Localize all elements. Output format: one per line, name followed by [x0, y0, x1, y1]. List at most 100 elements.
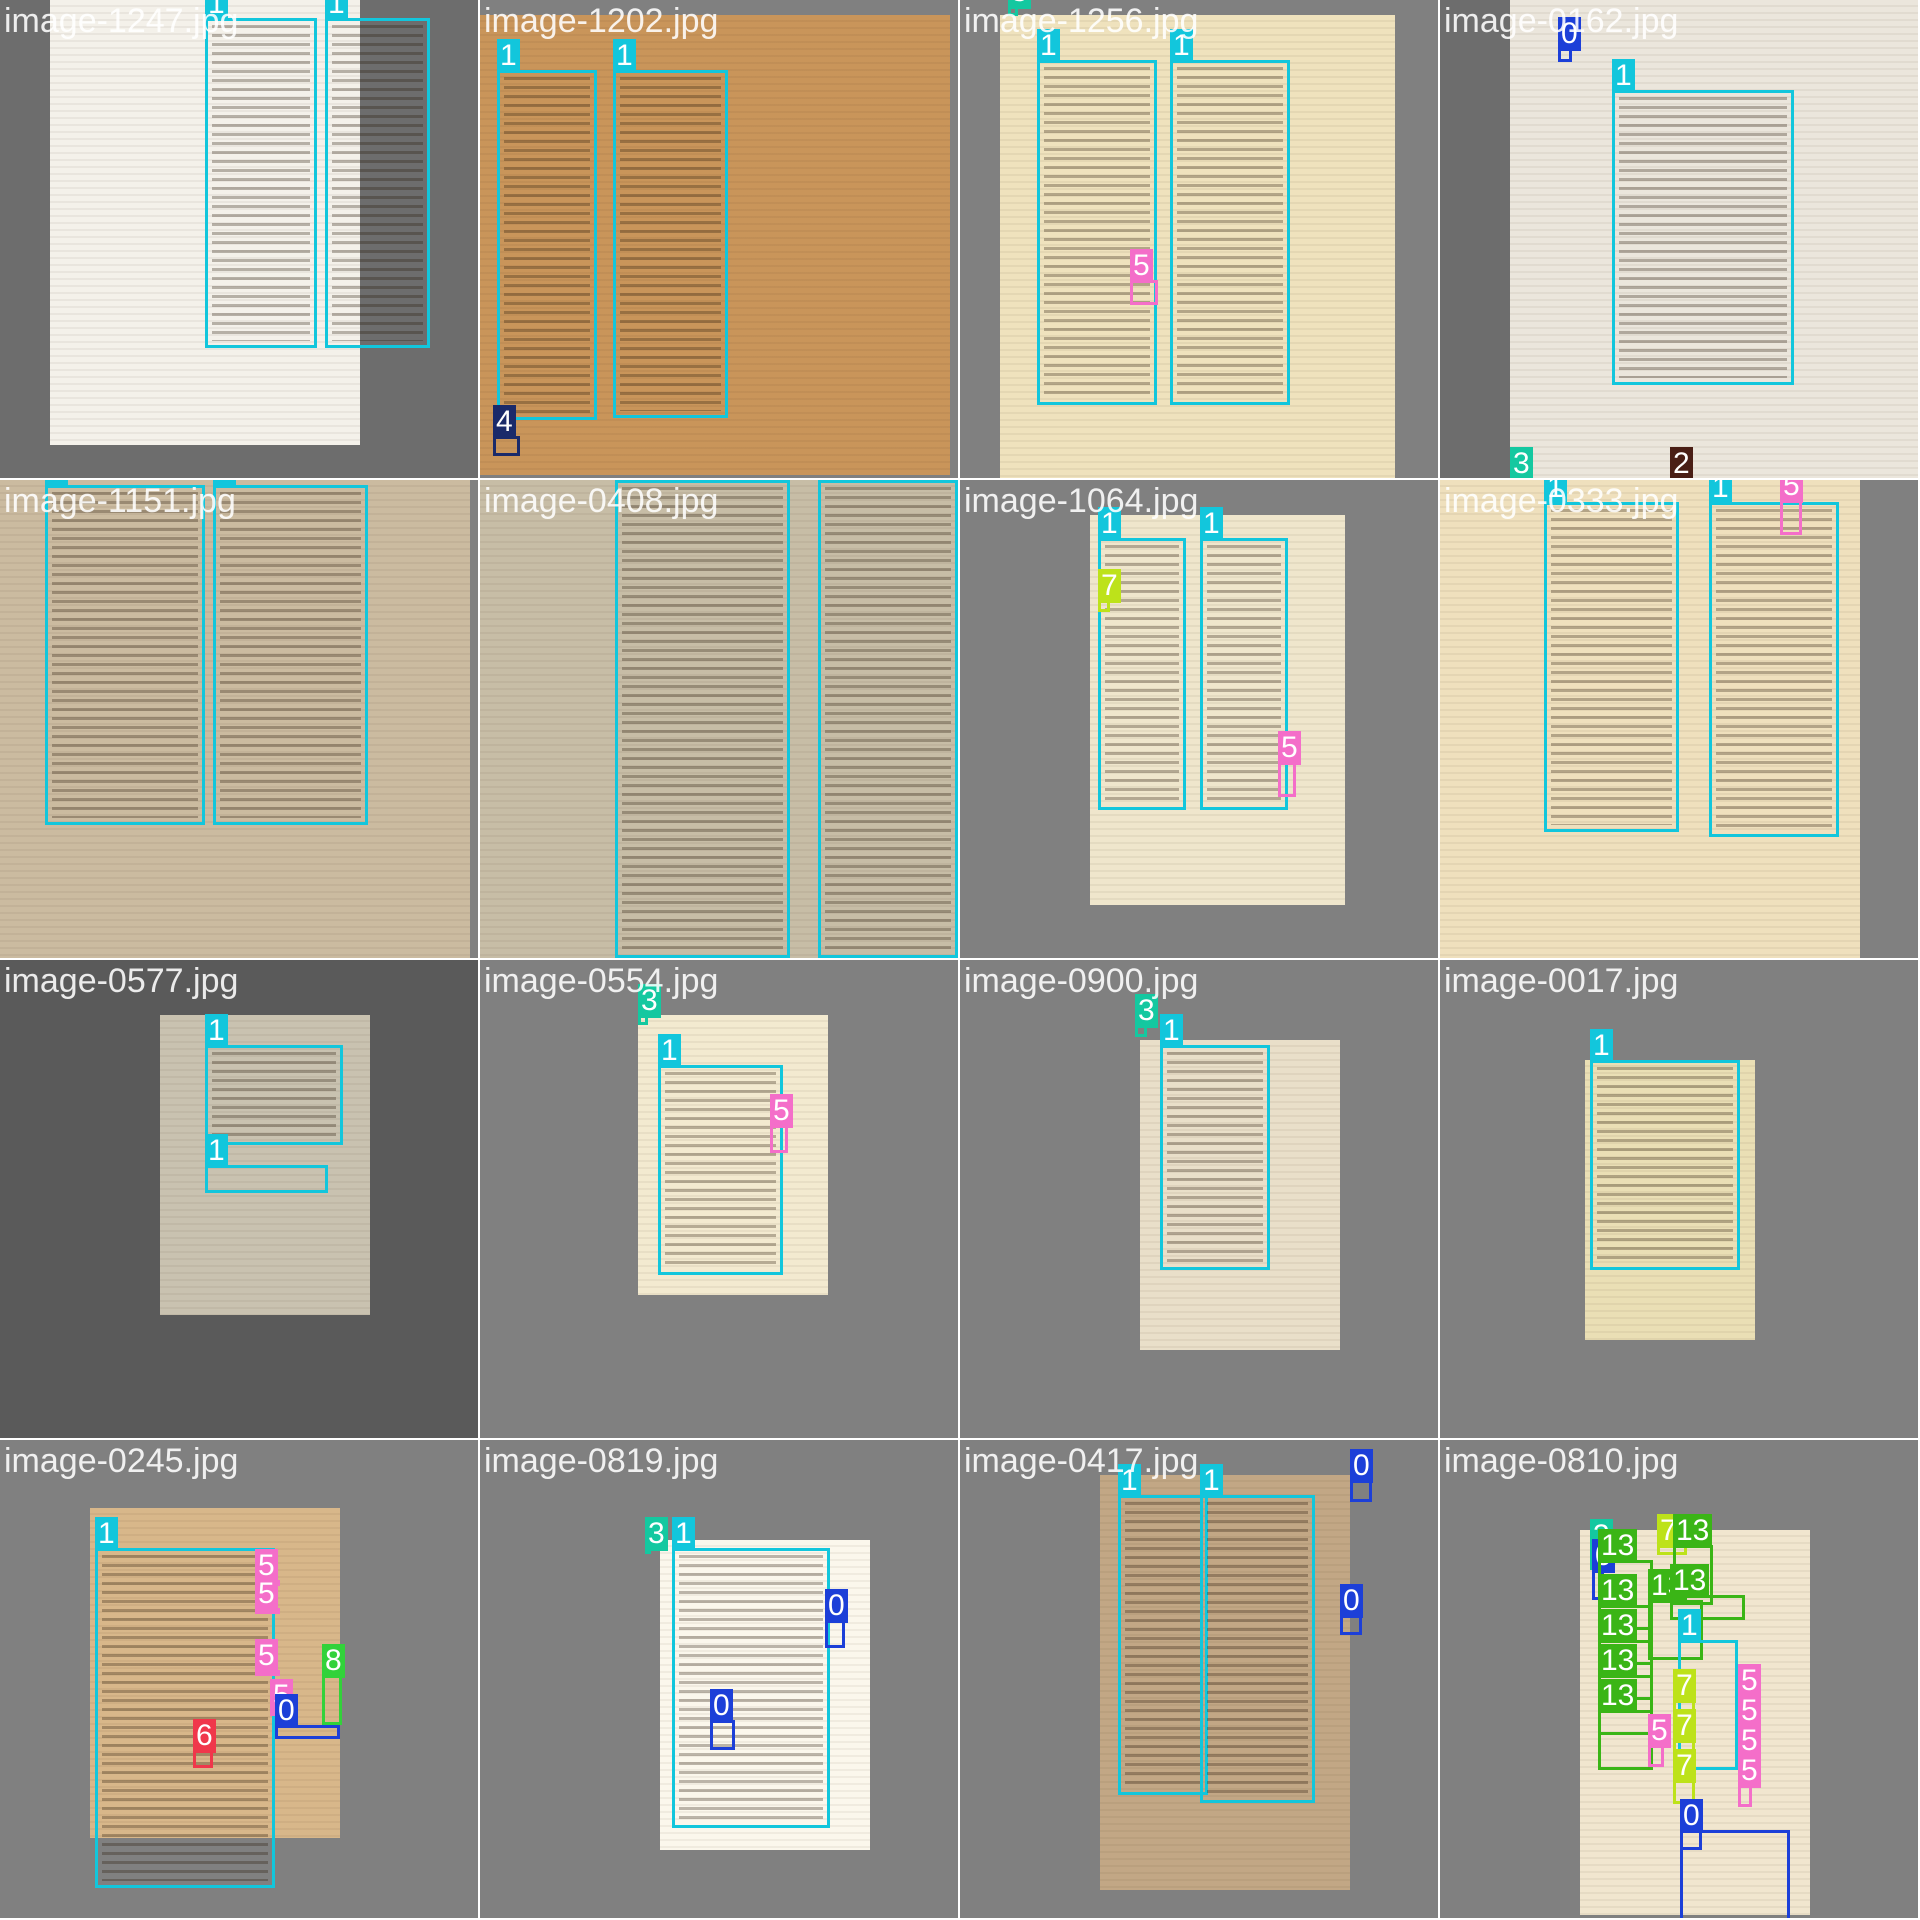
- detection-class-label: 6: [193, 1719, 216, 1753]
- detection-class-label: 5: [1738, 1694, 1761, 1728]
- mosaic-tile: 3 1 0 0 image-0819.jpg: [480, 1440, 958, 1918]
- image-filename-caption: image-0162.jpg: [1444, 2, 1679, 40]
- mosaic-tile: 15555806image-0245.jpg: [0, 1440, 478, 1918]
- detection-box-class-1: 1: [205, 0, 317, 348]
- detection-class-label: 1: [325, 0, 348, 21]
- manuscript-page-image: [1140, 1040, 1340, 1350]
- detection-class-label: 1: [1709, 480, 1732, 505]
- detection-class-label: 7: [1673, 1749, 1696, 1783]
- detection-box-class-5: 5: [1648, 1714, 1671, 1767]
- detection-box-class-1: 1: [325, 0, 430, 348]
- detection-box-class-5: 5: [770, 1094, 793, 1153]
- detection-box-class-5: 5: [255, 1639, 280, 1676]
- detection-box-class-1: 1: [95, 1517, 275, 1888]
- manuscript-page-image: [90, 1508, 340, 1838]
- text-lines: [1125, 1502, 1201, 1788]
- detection-box-class-5: 5: [1738, 1754, 1761, 1807]
- text-lines: [1167, 1052, 1263, 1263]
- detection-class-label: 1: [1098, 507, 1121, 541]
- detection-box-class-1: 1: [497, 39, 597, 420]
- text-lines: [1551, 509, 1672, 825]
- image-filename-caption: image-1202.jpg: [484, 2, 719, 40]
- text-lines: [212, 1052, 336, 1138]
- detection-class-label: 13: [1598, 1679, 1638, 1713]
- detection-class-label: 4: [493, 405, 516, 439]
- detection-class-label: 1: [615, 480, 638, 483]
- text-lines: [622, 487, 783, 951]
- detection-class-label: 5: [1130, 249, 1153, 283]
- text-lines: [1177, 67, 1283, 398]
- text-lines: [825, 487, 951, 951]
- detection-box-class-1: 1: [672, 1517, 830, 1828]
- detection-box-class-0: 0: [1350, 1449, 1373, 1502]
- mosaic-tile: 1 1 image-0577.jpg: [0, 960, 478, 1438]
- detection-class-label: 1: [1612, 59, 1635, 93]
- detection-class-label: 0: [275, 1694, 298, 1728]
- image-filename-caption: image-0819.jpg: [484, 1442, 719, 1480]
- detection-class-label: 5: [770, 1094, 793, 1128]
- detection-box-class-5: 5: [1780, 480, 1803, 535]
- detection-class-label: 1: [1590, 1029, 1613, 1063]
- text-lines: [504, 77, 590, 413]
- detection-box-class-1: 1: [1118, 1464, 1208, 1795]
- detection-box-class-5: 5: [1278, 731, 1301, 797]
- detection-class-label: 1: [672, 1517, 695, 1551]
- detection-box-class-1: 1: [1170, 29, 1290, 405]
- detection-class-label: 7: [1098, 569, 1121, 603]
- manuscript-page-image: [1000, 15, 1395, 478]
- detection-box-class-1: 1: [213, 480, 368, 825]
- image-filename-caption: image-0900.jpg: [964, 962, 1199, 1000]
- detection-class-label: 1: [497, 39, 520, 73]
- detection-class-label: 3: [645, 1517, 668, 1551]
- detection-class-label: 1: [45, 480, 68, 488]
- mosaic-tile: 1 1 7 5 image-1064.jpg: [960, 480, 1438, 958]
- detection-class-label: 3: [1008, 0, 1031, 9]
- text-lines: [332, 25, 423, 341]
- text-lines: [620, 77, 721, 411]
- detection-box-class-1: 1: [1200, 1464, 1315, 1803]
- detection-class-label: 5: [1738, 1664, 1761, 1698]
- detection-box-class-5: 5: [255, 1577, 280, 1614]
- image-filename-caption: image-1256.jpg: [964, 2, 1199, 40]
- detection-box-class-1: 1: [1200, 507, 1288, 810]
- image-filename-caption: image-1247.jpg: [4, 2, 239, 40]
- detection-box-class-0: 0: [275, 1694, 340, 1739]
- detection-box-class-1: 1: [615, 480, 790, 958]
- manuscript-page-image: [480, 480, 958, 958]
- manuscript-page-image: [1100, 1475, 1350, 1890]
- detection-class-label: 0: [1340, 1584, 1363, 1618]
- detection-box-class-8: 8: [322, 1644, 345, 1725]
- detection-box-class-1: 1: [1037, 29, 1157, 405]
- detection-class-label: 0: [1350, 1449, 1373, 1483]
- detection-box-class-13: 13: [1598, 1644, 1653, 1735]
- mosaic-tile: 1 1 4 image-1202.jpg: [480, 0, 958, 478]
- text-lines: [1716, 509, 1832, 830]
- mosaic-tile: 301313131313137131315555577700image-0810…: [1440, 1440, 1918, 1918]
- detection-class-label: 8: [322, 1644, 345, 1678]
- detection-box-class-0: 0: [1558, 17, 1581, 62]
- detection-box-class-0: 0: [1340, 1584, 1363, 1635]
- detection-class-label: 1: [1544, 480, 1567, 505]
- detection-class-label: 1: [1200, 507, 1223, 541]
- detection-box-class-1: 1: [658, 1034, 783, 1275]
- image-filename-caption: image-1151.jpg: [4, 482, 236, 520]
- detection-box-class-1: 1: [1590, 1029, 1740, 1270]
- detection-class-label: 3: [1510, 447, 1533, 478]
- detection-box-class-1: 1: [1612, 59, 1794, 385]
- detection-class-label: 1: [205, 0, 228, 21]
- detection-class-label: 13: [1670, 1564, 1710, 1598]
- detection-box-class-5: 5: [1738, 1724, 1761, 1777]
- detection-class-label: 5: [1278, 731, 1301, 765]
- detection-class-label: 5: [1738, 1724, 1761, 1758]
- detection-class-label: 3: [638, 984, 661, 1018]
- detection-class-label: 13: [1598, 1644, 1638, 1678]
- detection-box-class-1: 1: [1098, 507, 1186, 810]
- detection-class-label: 1: [1118, 1464, 1141, 1498]
- image-filename-caption: image-0577.jpg: [4, 962, 239, 1000]
- detection-box-class-3: 3: [1008, 0, 1031, 16]
- detection-box-class-1: 1: [45, 480, 205, 825]
- detection-class-label: 5: [255, 1639, 278, 1673]
- detection-class-label: 1: [1200, 1464, 1223, 1498]
